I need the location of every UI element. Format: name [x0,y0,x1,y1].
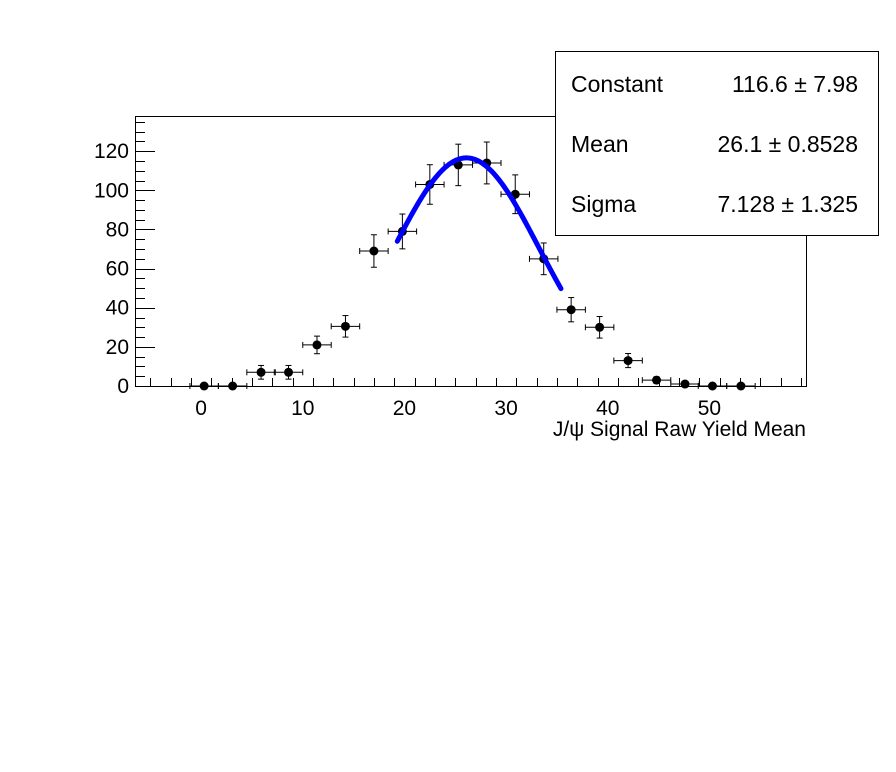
data-marker [199,381,209,391]
fit-curve [394,155,564,292]
gaussian-fit-line [394,155,564,292]
stats-constant-value: 116.6 ± 7.98 [732,71,858,97]
x-tick-label: 40 [596,397,619,420]
stats-sigma-name: Sigma [571,191,636,217]
data-point [613,353,643,369]
data-marker [312,340,322,350]
data-point [302,335,332,355]
data-marker [652,375,662,385]
data-marker [228,381,238,391]
y-tick-label: 120 [94,140,129,163]
data-marker [623,356,633,366]
data-marker [736,381,746,391]
data-marker [340,321,350,331]
data-marker [369,246,379,256]
x-axis-title: J/ψ Signal Raw Yield Mean [553,418,806,441]
data-point [697,381,728,391]
data-point [726,381,756,391]
data-marker [707,381,717,391]
y-tick-label: 100 [94,179,129,202]
data-point [359,234,389,268]
data-point [584,316,615,339]
y-axis: 0 20 40 60 80 100 120 [94,122,155,398]
plot-border [135,116,807,387]
stats-box-frame [555,51,879,236]
stats-mean-value: 26.1 ± 0.8528 [717,131,858,157]
data-point [217,381,248,391]
stats-sigma-value: 7.128 ± 1.325 [717,191,858,217]
data-point [670,379,700,389]
y-tick-label: 40 [106,297,129,320]
x-tick-label: 0 [195,397,207,420]
data-point [641,375,672,385]
data-point [330,315,361,338]
stats-box: Constant 116.6 ± 7.98 Mean 26.1 ± 0.8528… [555,51,879,236]
x-tick-label: 20 [393,397,416,420]
x-axis: 0 10 20 30 40 50 [150,378,802,420]
x-tick-label: 50 [698,397,721,420]
stats-constant-name: Constant [571,71,664,97]
data-point [273,364,304,380]
data-marker [566,305,576,315]
y-tick-label: 20 [106,336,129,359]
plot-frame [135,116,807,387]
y-tick-label: 0 [117,375,129,398]
stats-mean-name: Mean [571,131,629,157]
data-marker [284,367,294,377]
data-point [556,297,586,323]
data-marker [595,322,605,332]
y-tick-label: 80 [106,218,129,241]
x-tick-label: 10 [291,397,314,420]
data-marker [680,379,690,389]
x-tick-label: 30 [494,397,517,420]
data-marker [256,367,266,377]
y-tick-label: 60 [106,258,129,281]
